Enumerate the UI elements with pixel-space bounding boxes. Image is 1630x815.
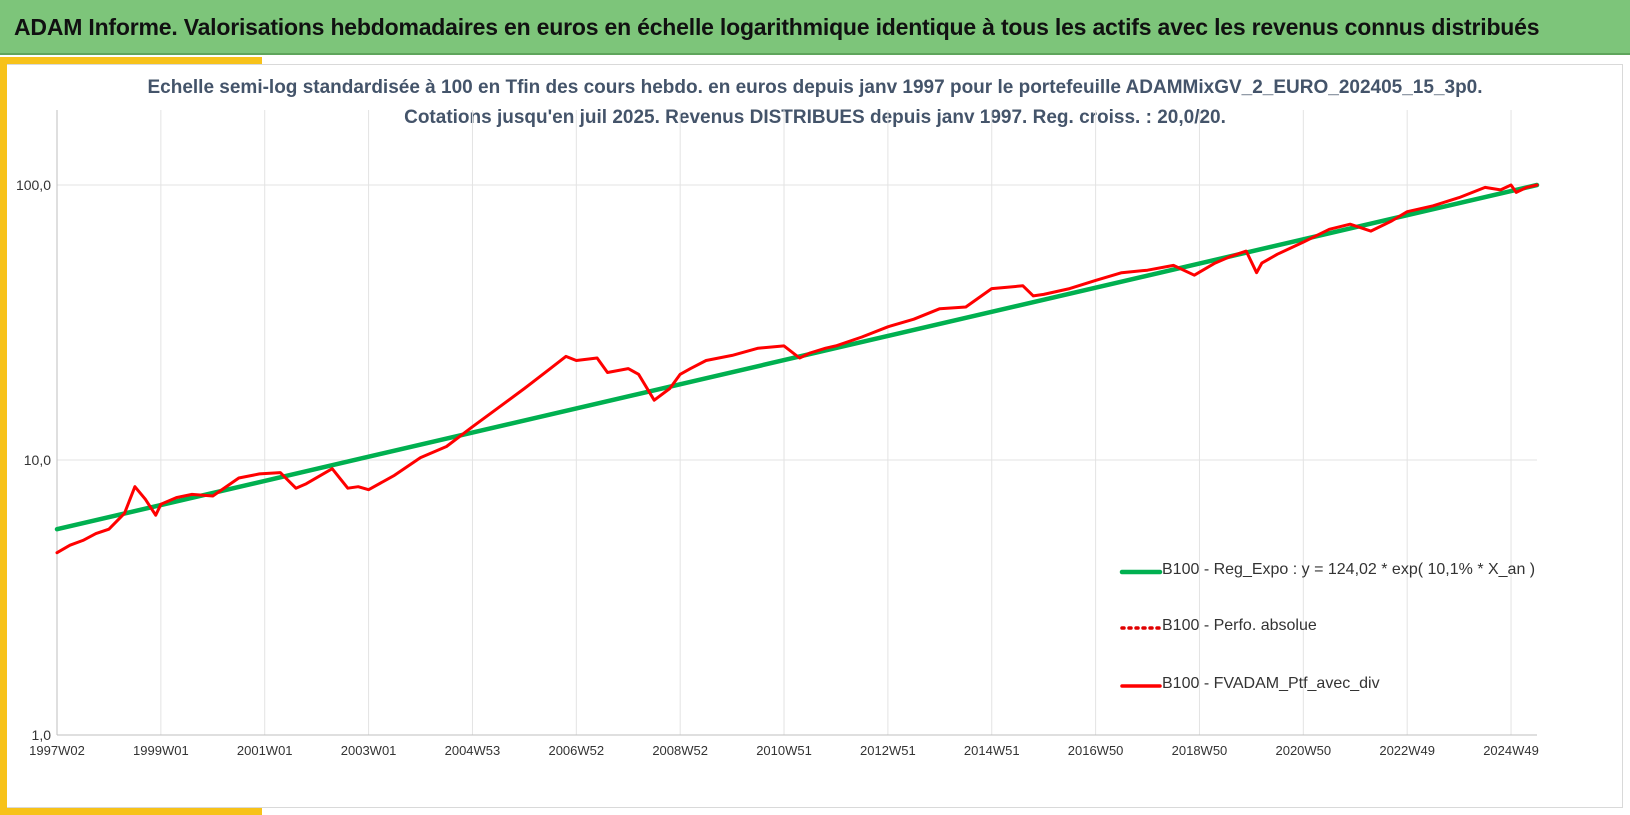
accent-bar-left [0,57,7,815]
title-banner: ADAM Informe. Valorisations hebdomadaire… [0,0,1630,55]
x-tick-label: 2010W51 [756,743,812,758]
legend-label: B100 - FVADAM_Ptf_avec_div [1162,675,1380,692]
x-tick-label: 2024W49 [1483,743,1539,758]
x-tick-label: 2004W53 [445,743,501,758]
x-tick-label: 2003W01 [341,743,397,758]
series-line-3 [55,183,1539,555]
x-tick-label: 2016W50 [1068,743,1124,758]
banner-title: ADAM Informe. Valorisations hebdomadaire… [14,14,1540,40]
x-tick-label: 2012W51 [860,743,916,758]
chart-title-line1: Echelle semi-log standardisée à 100 en T… [147,77,1483,98]
legend-label: B100 - Reg_Expo : y = 124,02 * exp( 10,1… [1162,561,1536,578]
accent-bar-top [0,57,262,64]
x-tick-label: 2008W52 [652,743,708,758]
x-tick-label: 2018W50 [1172,743,1228,758]
x-tick-label: 2020W50 [1275,743,1331,758]
x-tick-label: 1997W02 [29,743,85,758]
x-tick-label: 2001W01 [237,743,293,758]
legend-label: B100 - Perfo. absolue [1162,617,1317,634]
x-tick-label: 2022W49 [1379,743,1435,758]
y-tick-label: 10,0 [24,452,51,468]
accent-bar-bottom [0,808,262,815]
x-tick-label: 1999W01 [133,743,189,758]
chart-title-line2: Cotations jusqu'en juil 2025. Revenus DI… [404,107,1226,128]
x-tick-label: 2014W51 [964,743,1020,758]
y-tick-label: 1,0 [32,727,52,743]
chart-frame [7,64,1623,808]
x-tick-label: 2006W52 [548,743,604,758]
y-tick-label: 100,0 [16,177,51,193]
